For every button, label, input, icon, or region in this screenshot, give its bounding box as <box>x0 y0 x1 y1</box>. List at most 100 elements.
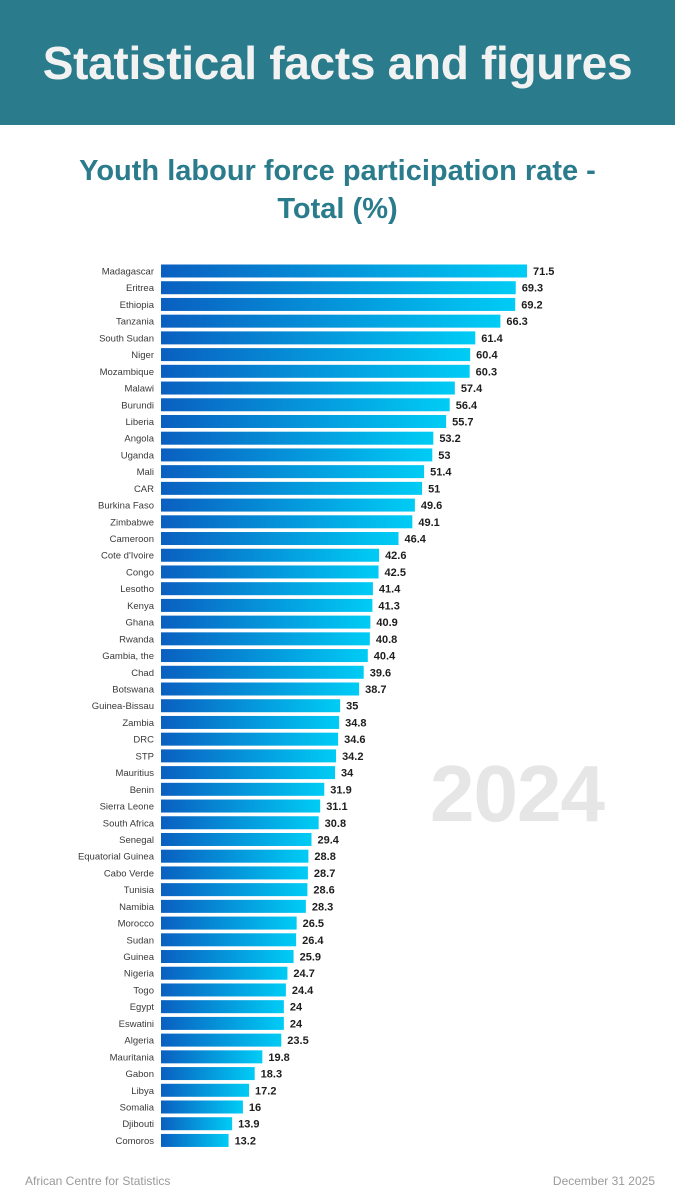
value-label: 26.4 <box>302 935 324 947</box>
value-label: 49.1 <box>418 517 439 529</box>
category-label: Congo <box>126 567 154 578</box>
bar <box>161 565 379 579</box>
bar <box>161 732 339 746</box>
value-label: 56.4 <box>456 400 478 412</box>
bar <box>161 348 471 362</box>
category-label: Gabon <box>125 1069 154 1080</box>
value-label: 42.5 <box>385 567 406 579</box>
category-label: Somalia <box>120 1103 155 1114</box>
category-label: Algeria <box>124 1036 154 1047</box>
bar <box>161 933 297 947</box>
bar <box>161 414 447 428</box>
bar <box>161 632 370 646</box>
category-label: Angola <box>124 434 154 445</box>
category-label: Sierra Leone <box>100 802 154 813</box>
bar <box>161 983 286 997</box>
bar <box>161 883 308 897</box>
category-label: Mali <box>137 467 154 478</box>
category-label: Guinea <box>123 952 154 963</box>
category-label: Eswatini <box>119 1019 154 1030</box>
category-label: Mauritania <box>110 1052 155 1063</box>
bar <box>161 682 360 696</box>
value-label: 28.6 <box>313 885 334 897</box>
value-label: 34.6 <box>344 734 365 746</box>
category-label: Equatorial Guinea <box>78 852 155 863</box>
value-label: 25.9 <box>300 952 321 964</box>
category-label: Cabo Verde <box>104 868 154 879</box>
value-label: 40.4 <box>374 651 396 663</box>
value-label: 16 <box>249 1102 261 1114</box>
category-label: Lesotho <box>120 584 154 595</box>
value-label: 42.6 <box>385 550 406 562</box>
value-label: 71.5 <box>533 266 554 278</box>
value-label: 53.2 <box>439 433 460 445</box>
category-label: Niger <box>131 350 154 361</box>
value-label: 34 <box>341 768 354 780</box>
category-label: Ghana <box>125 618 154 629</box>
bar <box>161 615 371 629</box>
category-label: Togo <box>133 985 154 996</box>
bar <box>161 448 433 462</box>
bar <box>161 548 380 562</box>
bar <box>161 899 306 913</box>
value-label: 69.3 <box>522 283 543 295</box>
bar <box>161 314 501 328</box>
value-label: 24.7 <box>293 968 314 980</box>
bar <box>161 431 434 445</box>
category-label: Senegal <box>119 835 154 846</box>
bar <box>161 832 312 846</box>
category-label: Nigeria <box>124 969 155 980</box>
value-label: 51.4 <box>430 467 452 479</box>
category-label: Madagascar <box>102 267 154 278</box>
value-label: 24 <box>290 1002 303 1014</box>
bar <box>161 1133 229 1147</box>
chart-title: Youth labour force participation rate - … <box>0 152 675 228</box>
value-label: 41.3 <box>378 600 399 612</box>
value-label: 34.2 <box>342 751 363 763</box>
bar <box>161 816 319 830</box>
value-label: 19.8 <box>268 1052 289 1064</box>
value-label: 31.1 <box>326 801 347 813</box>
value-label: 18.3 <box>261 1069 282 1081</box>
category-label: CAR <box>134 484 154 495</box>
bar <box>161 782 325 796</box>
category-label: Comoros <box>115 1136 154 1147</box>
bar <box>161 1067 255 1081</box>
category-label: Namibia <box>119 902 155 913</box>
bar <box>161 1117 233 1131</box>
category-label: Liberia <box>125 417 154 428</box>
category-label: Chad <box>131 668 154 679</box>
value-label: 23.5 <box>287 1035 308 1047</box>
value-label: 30.8 <box>325 818 346 830</box>
category-label: Libya <box>131 1086 154 1097</box>
bar <box>161 799 321 813</box>
value-label: 40.9 <box>376 617 397 629</box>
value-label: 24 <box>290 1018 303 1030</box>
value-label: 34.8 <box>345 717 366 729</box>
bar <box>161 498 415 512</box>
bar <box>161 465 425 479</box>
value-label: 31.9 <box>330 784 351 796</box>
footer-date: December 31 2025 <box>552 1174 655 1188</box>
bar <box>161 598 373 612</box>
value-label: 60.4 <box>476 350 498 362</box>
category-label: Tunisia <box>124 885 155 896</box>
bar <box>161 866 308 880</box>
value-label: 57.4 <box>461 383 483 395</box>
bar <box>161 532 399 546</box>
bar <box>161 1083 250 1097</box>
value-label: 41.4 <box>379 584 401 596</box>
category-label: Benin <box>130 785 154 796</box>
value-label: 39.6 <box>370 667 391 679</box>
bar <box>161 481 423 495</box>
category-label: DRC <box>133 735 154 746</box>
value-label: 17.2 <box>255 1085 276 1097</box>
category-label: Burundi <box>121 400 154 411</box>
bar <box>161 1050 263 1064</box>
category-label: Kenya <box>127 601 155 612</box>
bar <box>161 1100 243 1114</box>
bar <box>161 1000 284 1014</box>
value-label: 40.8 <box>376 634 397 646</box>
value-label: 28.8 <box>314 851 335 863</box>
